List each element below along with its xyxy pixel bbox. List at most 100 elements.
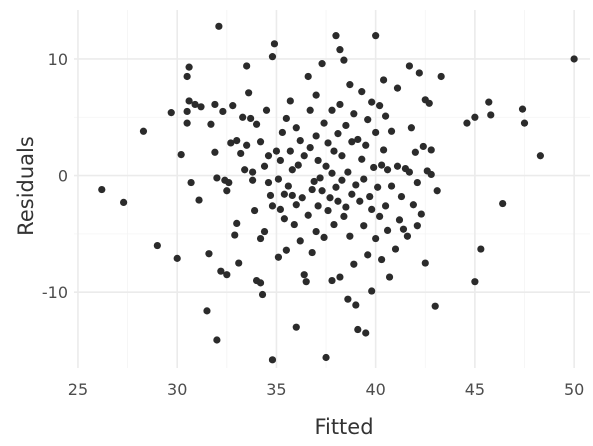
data-point [328,169,336,177]
data-point [239,113,247,121]
data-point [282,246,290,254]
data-point [300,271,308,279]
data-point [413,222,421,230]
data-point [520,119,529,127]
data-point [185,63,193,71]
data-point [395,216,404,224]
data-point [153,241,161,250]
data-point [407,124,415,132]
data-point [264,152,273,160]
x-tick-label: 50 [564,380,584,399]
data-point [346,232,354,240]
data-point [366,192,374,201]
data-point [231,231,239,239]
data-point [294,161,302,169]
data-point [485,98,493,106]
data-point [211,100,219,109]
data-point [288,191,296,200]
data-point [364,116,372,124]
data-point [268,202,277,210]
data-point [374,183,382,191]
data-point [312,91,320,99]
data-point [425,99,433,107]
data-point [330,147,338,155]
data-point [409,201,417,209]
data-point [258,290,267,299]
data-point [282,114,290,123]
data-point [256,234,265,243]
data-point [463,119,471,127]
data-point [173,254,181,262]
data-point [187,178,195,187]
data-point [413,178,421,187]
data-point [270,40,279,48]
data-point [487,111,495,119]
data-point [336,100,344,109]
data-point [346,81,354,89]
data-point [380,146,388,154]
data-point [340,212,348,221]
data-point [433,187,441,195]
data-point [372,128,380,137]
data-point [306,106,314,114]
data-point [499,199,507,208]
data-point [381,202,390,210]
data-point [235,259,243,267]
x-tick-label: 25 [68,380,88,399]
y-axis-tick-labels: -10 0 10 [42,50,68,302]
data-point [203,307,211,315]
data-point [427,146,435,154]
data-point [308,185,316,194]
data-point [223,187,231,195]
data-point [233,219,241,228]
x-tick-label: 30 [167,380,187,399]
x-tick-label: 45 [465,380,485,399]
data-point [227,139,235,147]
data-point [318,60,326,68]
data-point [431,302,439,310]
data-point [419,142,427,151]
data-point [314,202,322,210]
data-point [338,152,346,160]
data-point [391,245,400,253]
data-point [225,178,233,187]
data-point [262,106,271,114]
data-point [229,102,237,110]
data-point [233,137,241,145]
data-point [350,260,358,268]
data-point [292,323,300,331]
data-point [98,185,106,194]
data-point [378,161,386,169]
data-point [256,279,265,287]
data-point [304,72,312,81]
data-point [380,76,388,84]
data-point [322,162,330,170]
data-point [536,152,544,160]
data-point [304,211,312,219]
y-axis-title: Residuals [14,136,38,236]
data-point [298,194,306,202]
data-point [403,232,412,240]
data-point [360,175,368,183]
data-point [280,215,288,223]
data-point [183,72,191,81]
data-point [197,103,205,111]
data-point [249,168,257,176]
data-point [352,181,360,189]
data-point [354,325,362,334]
data-point [383,226,392,234]
data-point [300,152,308,160]
data-point [306,144,314,152]
data-point [385,273,394,281]
data-point [362,141,370,149]
data-point [336,273,344,281]
data-point [268,53,277,61]
data-point [518,105,527,113]
data-point [183,107,191,116]
data-point [312,227,320,236]
data-point [191,100,199,109]
data-point [324,139,332,147]
x-tick-label: 40 [365,380,385,399]
data-point [417,210,425,218]
data-point [264,178,273,187]
